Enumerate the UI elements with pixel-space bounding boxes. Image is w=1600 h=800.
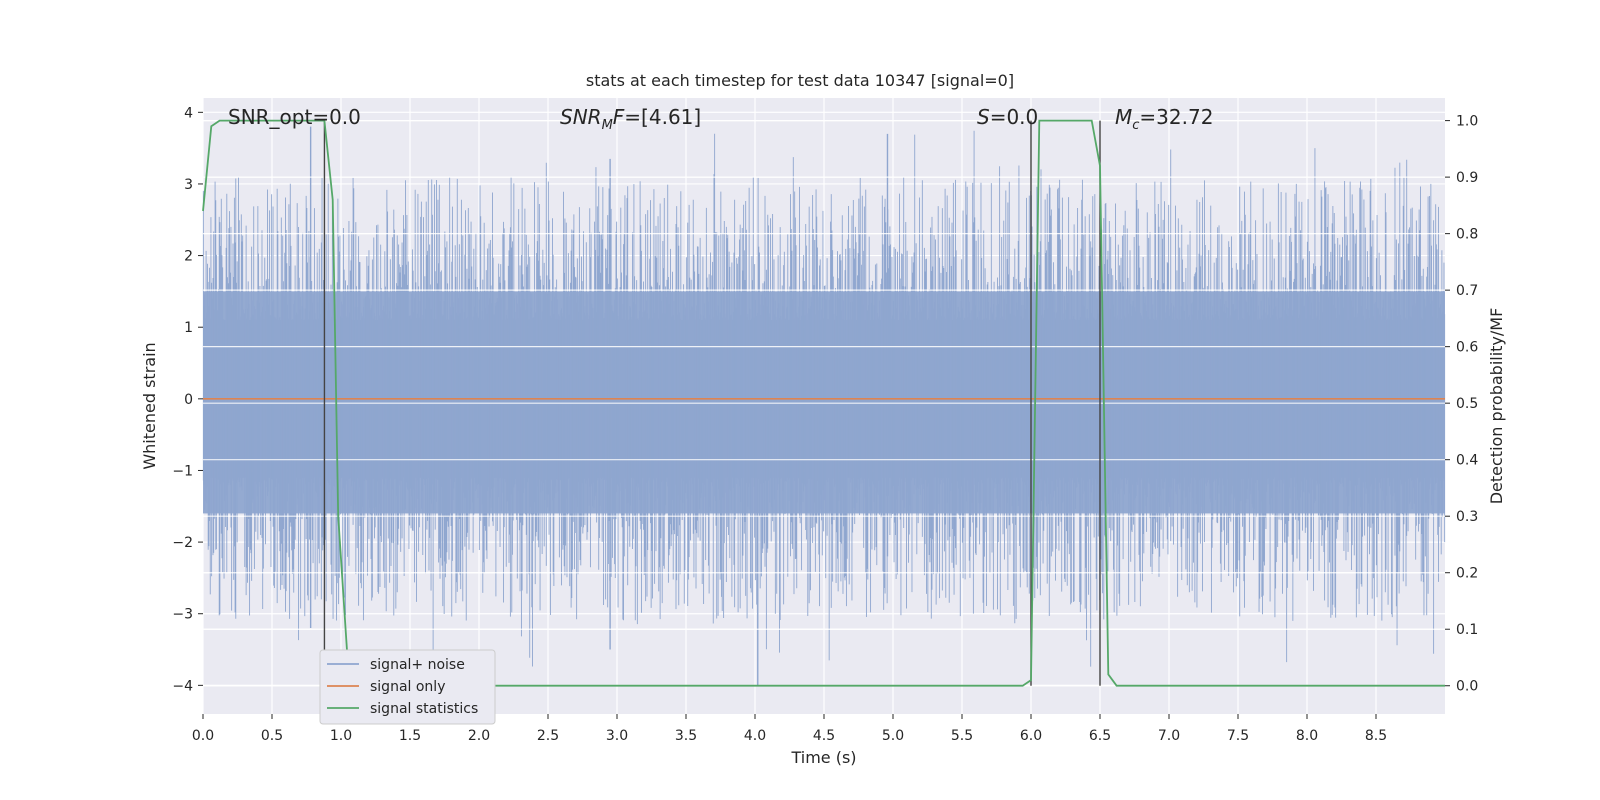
- x-tick-label: 3.5: [675, 728, 697, 744]
- x-tick-label: 1.0: [330, 728, 352, 744]
- y-right-tick-label: 0.7: [1456, 283, 1478, 299]
- x-tick-label: 4.5: [813, 728, 835, 744]
- y-right-axis-ticks: 1.0 0.9 0.8 0.7 0.6 0.5 0.4 0.3 0.2 0.1 0.0: [1445, 114, 1478, 695]
- y-left-tick-label: 2: [184, 249, 193, 265]
- y-left-tick-label: −3: [172, 607, 193, 623]
- x-axis-ticks: 0.0 0.5 1.0 1.5 2.0 2.5 3.0 3.5 4.0 4.5 5.0 5.5 6.0 6…: [192, 714, 1387, 744]
- y-left-tick-label: −1: [172, 463, 193, 479]
- x-tick-label: 2.5: [537, 728, 559, 744]
- y-left-tick-label: 3: [184, 177, 193, 193]
- annotation-snr-mf: SNRMF=[4.61]: [560, 105, 701, 133]
- legend-label-noise: signal+ noise: [370, 657, 465, 673]
- annotation-mc: Mc=32.72: [1115, 105, 1213, 133]
- x-tick-label: 1.5: [399, 728, 421, 744]
- y-right-tick-label: 0.3: [1456, 509, 1478, 525]
- y-right-tick-label: 0.2: [1456, 566, 1478, 582]
- y-left-tick-label: 0: [184, 392, 193, 408]
- signal-statistics-series: [202, 119, 1445, 687]
- x-tick-label: 8.0: [1296, 728, 1318, 744]
- x-axis-label: Time (s): [790, 748, 856, 767]
- y-right-tick-label: 0.8: [1456, 227, 1478, 243]
- x-tick-label: 5.5: [951, 728, 973, 744]
- x-tick-label: 2.0: [468, 728, 490, 744]
- y-right-tick-label: 0.5: [1456, 396, 1478, 412]
- y-left-axis-ticks: 4 3 2 1 0 −1 −2 −3 −4: [172, 105, 203, 694]
- y-left-tick-label: 1: [184, 320, 193, 336]
- legend: signal+ noise signal only signal statist…: [319, 649, 496, 725]
- x-tick-label: 4.0: [744, 728, 766, 744]
- legend-box: [319, 649, 496, 725]
- annotation-snr-opt: SNR_opt=0.0: [228, 105, 361, 129]
- y-right-tick-label: 1.0: [1456, 114, 1478, 130]
- x-tick-label: 6.5: [1089, 728, 1111, 744]
- y-right-tick-label: 0.1: [1456, 622, 1478, 638]
- x-tick-label: 0.5: [261, 728, 283, 744]
- x-tick-label: 7.5: [1227, 728, 1249, 744]
- y-left-tick-label: −4: [172, 678, 193, 694]
- chart-title: stats at each timestep for test data 103…: [586, 71, 1014, 90]
- x-tick-label: 5.0: [882, 728, 904, 744]
- y-right-tick-label: 0.9: [1456, 170, 1478, 186]
- x-tick-label: 6.0: [1020, 728, 1042, 744]
- y-right-tick-label: 0.6: [1456, 340, 1478, 356]
- y-right-tick-label: 0.4: [1456, 453, 1478, 469]
- annotation-s: S=0.0: [977, 105, 1038, 129]
- y-right-axis-label: Detection probability/MF: [1487, 308, 1506, 505]
- legend-label-signal-statistics: signal statistics: [370, 701, 478, 717]
- y-left-tick-label: −2: [172, 535, 193, 551]
- y-left-tick-label: 4: [184, 105, 193, 121]
- x-tick-label: 3.0: [606, 728, 628, 744]
- legend-label-signal-only: signal only: [370, 679, 445, 695]
- x-tick-label: 7.0: [1158, 728, 1180, 744]
- x-tick-label: 8.5: [1365, 728, 1387, 744]
- x-tick-label: 0.0: [192, 728, 214, 744]
- y-left-axis-label: Whitened strain: [140, 342, 159, 469]
- y-right-tick-label: 0.0: [1456, 679, 1478, 695]
